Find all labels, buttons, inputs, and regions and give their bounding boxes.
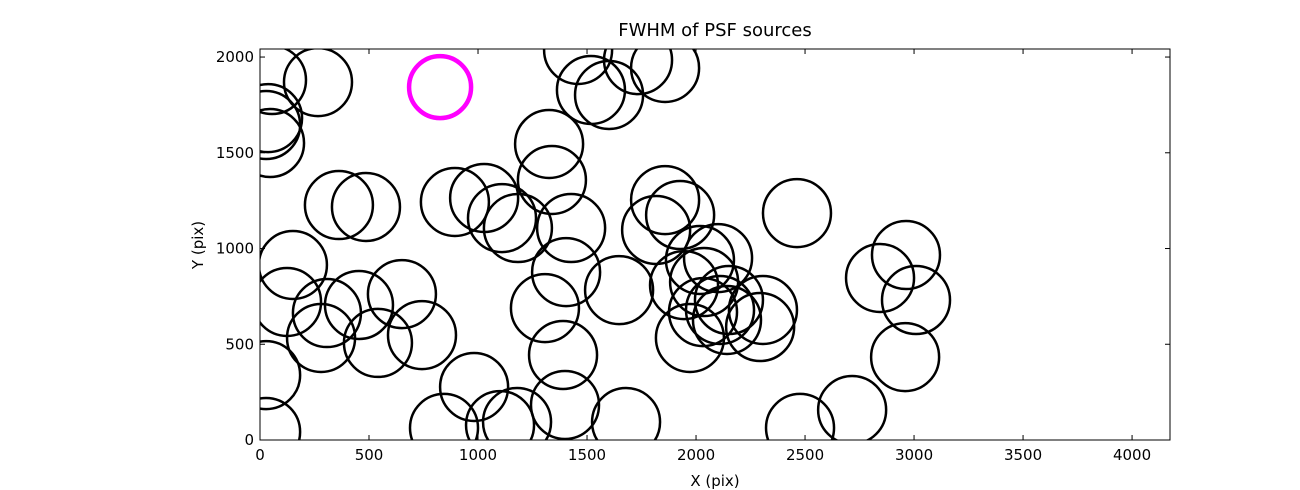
point [682,222,754,294]
point [590,386,662,440]
point [727,274,799,346]
point [464,389,536,440]
point [466,182,538,254]
point [438,351,510,423]
point [260,49,308,116]
point [482,192,554,264]
x-tick-label: 4000 [1113,446,1151,464]
point [573,59,645,131]
point [844,242,916,314]
x-tick-label: 1500 [568,446,606,464]
point [282,49,354,118]
point [303,169,375,241]
point [260,107,306,179]
point [870,219,942,291]
x-tick-label: 500 [355,446,384,464]
point [530,236,602,308]
x-tick-label: 2000 [677,446,715,464]
x-tick-label: 0 [255,446,265,464]
x-tick-label: 3500 [1004,446,1042,464]
point [260,229,329,301]
point [419,166,491,238]
point [529,369,601,440]
point [260,82,304,154]
x-tick-label: 3000 [895,446,933,464]
point [366,258,438,330]
y-tick-label: 500 [225,335,254,353]
point [816,374,888,440]
point [260,396,302,440]
point [330,171,402,243]
point [342,307,414,379]
point [323,269,395,341]
chart-title: FWHM of PSF sources [618,20,812,41]
x-axis-label: X (pix) [690,472,739,490]
point [691,284,763,356]
point [764,392,836,440]
point [516,144,588,216]
point [408,392,480,440]
y-tick-label: 1000 [216,240,254,258]
point [481,386,553,440]
x-tick-label: 2500 [786,446,824,464]
point [260,339,302,411]
point [583,254,655,326]
x-tick-label: 1000 [459,446,497,464]
y-tick-label: 0 [244,431,254,449]
point [644,179,716,251]
plot-area [260,49,952,440]
point [629,164,701,236]
y-tick-label: 1500 [216,144,254,162]
point [693,264,765,336]
point [664,224,736,296]
point [527,319,599,391]
point [724,291,796,363]
point [513,108,585,180]
point [668,246,740,318]
point [386,299,458,371]
plot-frame [259,48,1171,441]
point [880,264,952,336]
y-tick-label: 2000 [216,48,254,66]
point [761,177,833,249]
point [869,321,941,393]
y-axis-label: Y (pix) [189,221,207,270]
point [509,272,581,344]
point [535,192,607,264]
point [406,53,474,121]
